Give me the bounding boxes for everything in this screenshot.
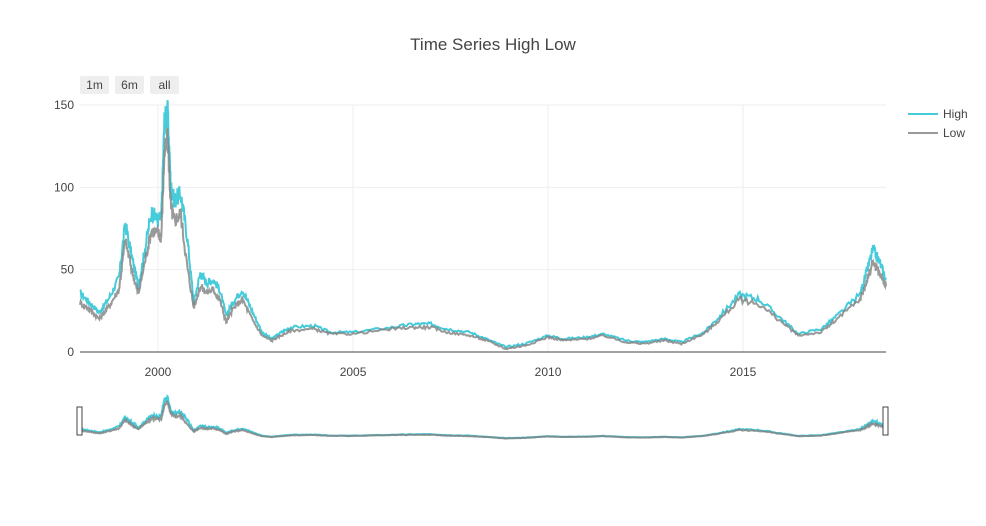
legend[interactable]: High Low: [908, 107, 968, 140]
chart-axes: 0 50 100 150 2000 2005 2010 2015: [54, 98, 886, 379]
range-button-all[interactable]: all: [150, 76, 179, 94]
legend-label-low: Low: [943, 126, 965, 140]
x-tick-label: 2005: [340, 365, 367, 379]
x-tick-label: 2015: [730, 365, 757, 379]
y-tick-label: 0: [67, 345, 74, 359]
range-slider-right-handle: [882, 406, 889, 436]
range-slider-line-low: [79, 400, 887, 440]
x-tick-label: 2000: [145, 365, 172, 379]
legend-label-high: High: [943, 107, 968, 121]
chart-grid: [80, 104, 886, 352]
y-tick-label: 50: [61, 263, 75, 277]
y-tick-label: 150: [54, 98, 74, 112]
series-line-high: [79, 100, 887, 350]
chart-lines: [79, 100, 887, 351]
series-line-low: [79, 127, 887, 351]
range-button-6m[interactable]: 6m: [115, 76, 144, 94]
x-tick-label: 2010: [535, 365, 562, 379]
y-tick-label: 100: [54, 180, 74, 194]
range-slider[interactable]: [76, 394, 889, 445]
chart-title: Time Series High Low: [410, 35, 576, 54]
range-slider-left-handle: [76, 406, 83, 436]
range-button-1m[interactable]: 1m: [80, 76, 109, 94]
